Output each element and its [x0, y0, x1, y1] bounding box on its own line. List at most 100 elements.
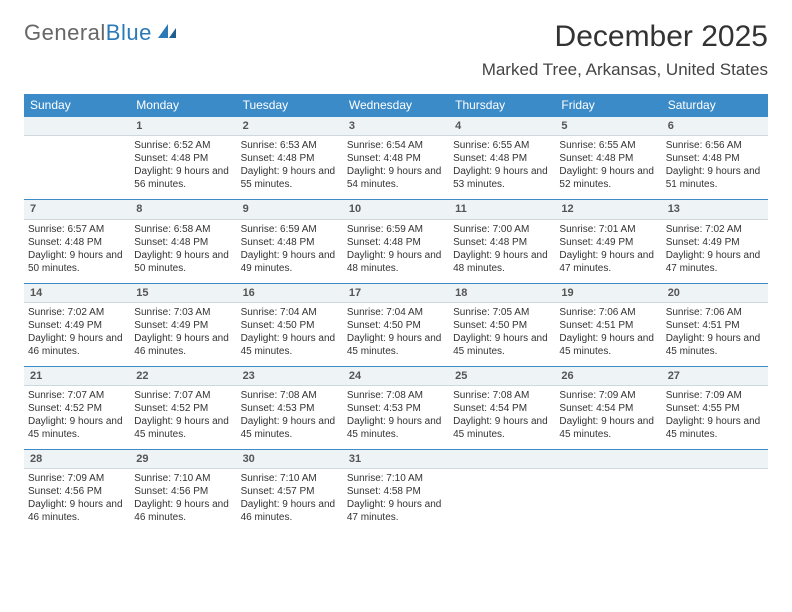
sunrise-text: Sunrise: 7:09 AM — [666, 389, 764, 402]
sunset-text: Sunset: 4:49 PM — [559, 236, 657, 249]
day-cell: Sunrise: 7:07 AMSunset: 4:52 PMDaylight:… — [130, 386, 236, 450]
day-number: 31 — [343, 450, 449, 469]
day-cell — [449, 469, 555, 533]
sunrise-text: Sunrise: 7:06 AM — [559, 306, 657, 319]
day-cell: Sunrise: 6:55 AMSunset: 4:48 PMDaylight:… — [449, 136, 555, 200]
daylight-text: Daylight: 9 hours and 45 minutes. — [241, 415, 339, 441]
sunset-text: Sunset: 4:48 PM — [241, 236, 339, 249]
day-cell: Sunrise: 6:54 AMSunset: 4:48 PMDaylight:… — [343, 136, 449, 200]
day-cell: Sunrise: 7:01 AMSunset: 4:49 PMDaylight:… — [555, 219, 661, 283]
day-number: 20 — [662, 283, 768, 302]
day-number-row: 28293031 — [24, 450, 768, 469]
daylight-text: Daylight: 9 hours and 46 minutes. — [134, 332, 232, 358]
sunset-text: Sunset: 4:48 PM — [453, 236, 551, 249]
day-number: 24 — [343, 366, 449, 385]
day-number: 13 — [662, 200, 768, 219]
sunrise-text: Sunrise: 7:03 AM — [134, 306, 232, 319]
day-cell: Sunrise: 7:10 AMSunset: 4:56 PMDaylight:… — [130, 469, 236, 533]
day-number: 3 — [343, 117, 449, 136]
sunrise-text: Sunrise: 7:08 AM — [241, 389, 339, 402]
sunrise-text: Sunrise: 6:56 AM — [666, 139, 764, 152]
day-cell: Sunrise: 7:10 AMSunset: 4:57 PMDaylight:… — [237, 469, 343, 533]
sunset-text: Sunset: 4:53 PM — [347, 402, 445, 415]
sunset-text: Sunset: 4:50 PM — [241, 319, 339, 332]
sunset-text: Sunset: 4:48 PM — [453, 152, 551, 165]
day-number: 26 — [555, 366, 661, 385]
sunset-text: Sunset: 4:49 PM — [28, 319, 126, 332]
brand-logo: GeneralBlue — [24, 20, 178, 46]
day-cell: Sunrise: 7:02 AMSunset: 4:49 PMDaylight:… — [24, 302, 130, 366]
sail-icon — [156, 20, 178, 46]
sunrise-text: Sunrise: 6:54 AM — [347, 139, 445, 152]
day-number: 25 — [449, 366, 555, 385]
day-cell — [24, 136, 130, 200]
daylight-text: Daylight: 9 hours and 50 minutes. — [134, 249, 232, 275]
day-info-row: Sunrise: 6:52 AMSunset: 4:48 PMDaylight:… — [24, 136, 768, 200]
daylight-text: Daylight: 9 hours and 45 minutes. — [347, 332, 445, 358]
day-cell: Sunrise: 7:06 AMSunset: 4:51 PMDaylight:… — [662, 302, 768, 366]
day-number: 16 — [237, 283, 343, 302]
day-cell: Sunrise: 6:57 AMSunset: 4:48 PMDaylight:… — [24, 219, 130, 283]
daylight-text: Daylight: 9 hours and 45 minutes. — [453, 415, 551, 441]
day-number: 11 — [449, 200, 555, 219]
sunset-text: Sunset: 4:48 PM — [28, 236, 126, 249]
weekday-header: Friday — [555, 94, 661, 117]
day-cell: Sunrise: 7:09 AMSunset: 4:54 PMDaylight:… — [555, 386, 661, 450]
calendar-table: SundayMondayTuesdayWednesdayThursdayFrid… — [24, 94, 768, 532]
sunrise-text: Sunrise: 7:08 AM — [347, 389, 445, 402]
daylight-text: Daylight: 9 hours and 50 minutes. — [28, 249, 126, 275]
sunset-text: Sunset: 4:57 PM — [241, 485, 339, 498]
day-number: 2 — [237, 117, 343, 136]
daylight-text: Daylight: 9 hours and 46 minutes. — [28, 498, 126, 524]
day-number: 8 — [130, 200, 236, 219]
weekday-header-row: SundayMondayTuesdayWednesdayThursdayFrid… — [24, 94, 768, 117]
sunrise-text: Sunrise: 7:07 AM — [134, 389, 232, 402]
day-cell: Sunrise: 7:09 AMSunset: 4:55 PMDaylight:… — [662, 386, 768, 450]
daylight-text: Daylight: 9 hours and 46 minutes. — [134, 498, 232, 524]
day-info-row: Sunrise: 6:57 AMSunset: 4:48 PMDaylight:… — [24, 219, 768, 283]
sunrise-text: Sunrise: 7:05 AM — [453, 306, 551, 319]
sunset-text: Sunset: 4:58 PM — [347, 485, 445, 498]
day-cell: Sunrise: 7:05 AMSunset: 4:50 PMDaylight:… — [449, 302, 555, 366]
daylight-text: Daylight: 9 hours and 47 minutes. — [666, 249, 764, 275]
sunrise-text: Sunrise: 7:01 AM — [559, 223, 657, 236]
sunset-text: Sunset: 4:55 PM — [666, 402, 764, 415]
day-number: 19 — [555, 283, 661, 302]
sunset-text: Sunset: 4:49 PM — [134, 319, 232, 332]
day-number-row: 14151617181920 — [24, 283, 768, 302]
day-number: 21 — [24, 366, 130, 385]
day-cell: Sunrise: 7:02 AMSunset: 4:49 PMDaylight:… — [662, 219, 768, 283]
day-cell: Sunrise: 7:07 AMSunset: 4:52 PMDaylight:… — [24, 386, 130, 450]
sunrise-text: Sunrise: 7:04 AM — [347, 306, 445, 319]
day-info-row: Sunrise: 7:02 AMSunset: 4:49 PMDaylight:… — [24, 302, 768, 366]
sunset-text: Sunset: 4:50 PM — [347, 319, 445, 332]
sunset-text: Sunset: 4:48 PM — [241, 152, 339, 165]
sunset-text: Sunset: 4:51 PM — [559, 319, 657, 332]
day-number: 17 — [343, 283, 449, 302]
weekday-header: Monday — [130, 94, 236, 117]
sunset-text: Sunset: 4:50 PM — [453, 319, 551, 332]
day-number: 28 — [24, 450, 130, 469]
day-number: 27 — [662, 366, 768, 385]
sunset-text: Sunset: 4:52 PM — [28, 402, 126, 415]
sunrise-text: Sunrise: 7:00 AM — [453, 223, 551, 236]
daylight-text: Daylight: 9 hours and 45 minutes. — [28, 415, 126, 441]
day-number: 5 — [555, 117, 661, 136]
weekday-header: Thursday — [449, 94, 555, 117]
day-number-row: 123456 — [24, 117, 768, 136]
daylight-text: Daylight: 9 hours and 45 minutes. — [241, 332, 339, 358]
daylight-text: Daylight: 9 hours and 48 minutes. — [347, 249, 445, 275]
sunset-text: Sunset: 4:54 PM — [559, 402, 657, 415]
day-cell: Sunrise: 7:08 AMSunset: 4:53 PMDaylight:… — [343, 386, 449, 450]
day-info-row: Sunrise: 7:07 AMSunset: 4:52 PMDaylight:… — [24, 386, 768, 450]
sunrise-text: Sunrise: 7:10 AM — [347, 472, 445, 485]
day-number-row: 21222324252627 — [24, 366, 768, 385]
day-number: 23 — [237, 366, 343, 385]
weekday-header: Wednesday — [343, 94, 449, 117]
daylight-text: Daylight: 9 hours and 49 minutes. — [241, 249, 339, 275]
brand-part2: Blue — [106, 20, 152, 46]
sunrise-text: Sunrise: 7:02 AM — [28, 306, 126, 319]
day-cell: Sunrise: 6:56 AMSunset: 4:48 PMDaylight:… — [662, 136, 768, 200]
day-number — [24, 117, 130, 136]
day-cell: Sunrise: 7:08 AMSunset: 4:54 PMDaylight:… — [449, 386, 555, 450]
